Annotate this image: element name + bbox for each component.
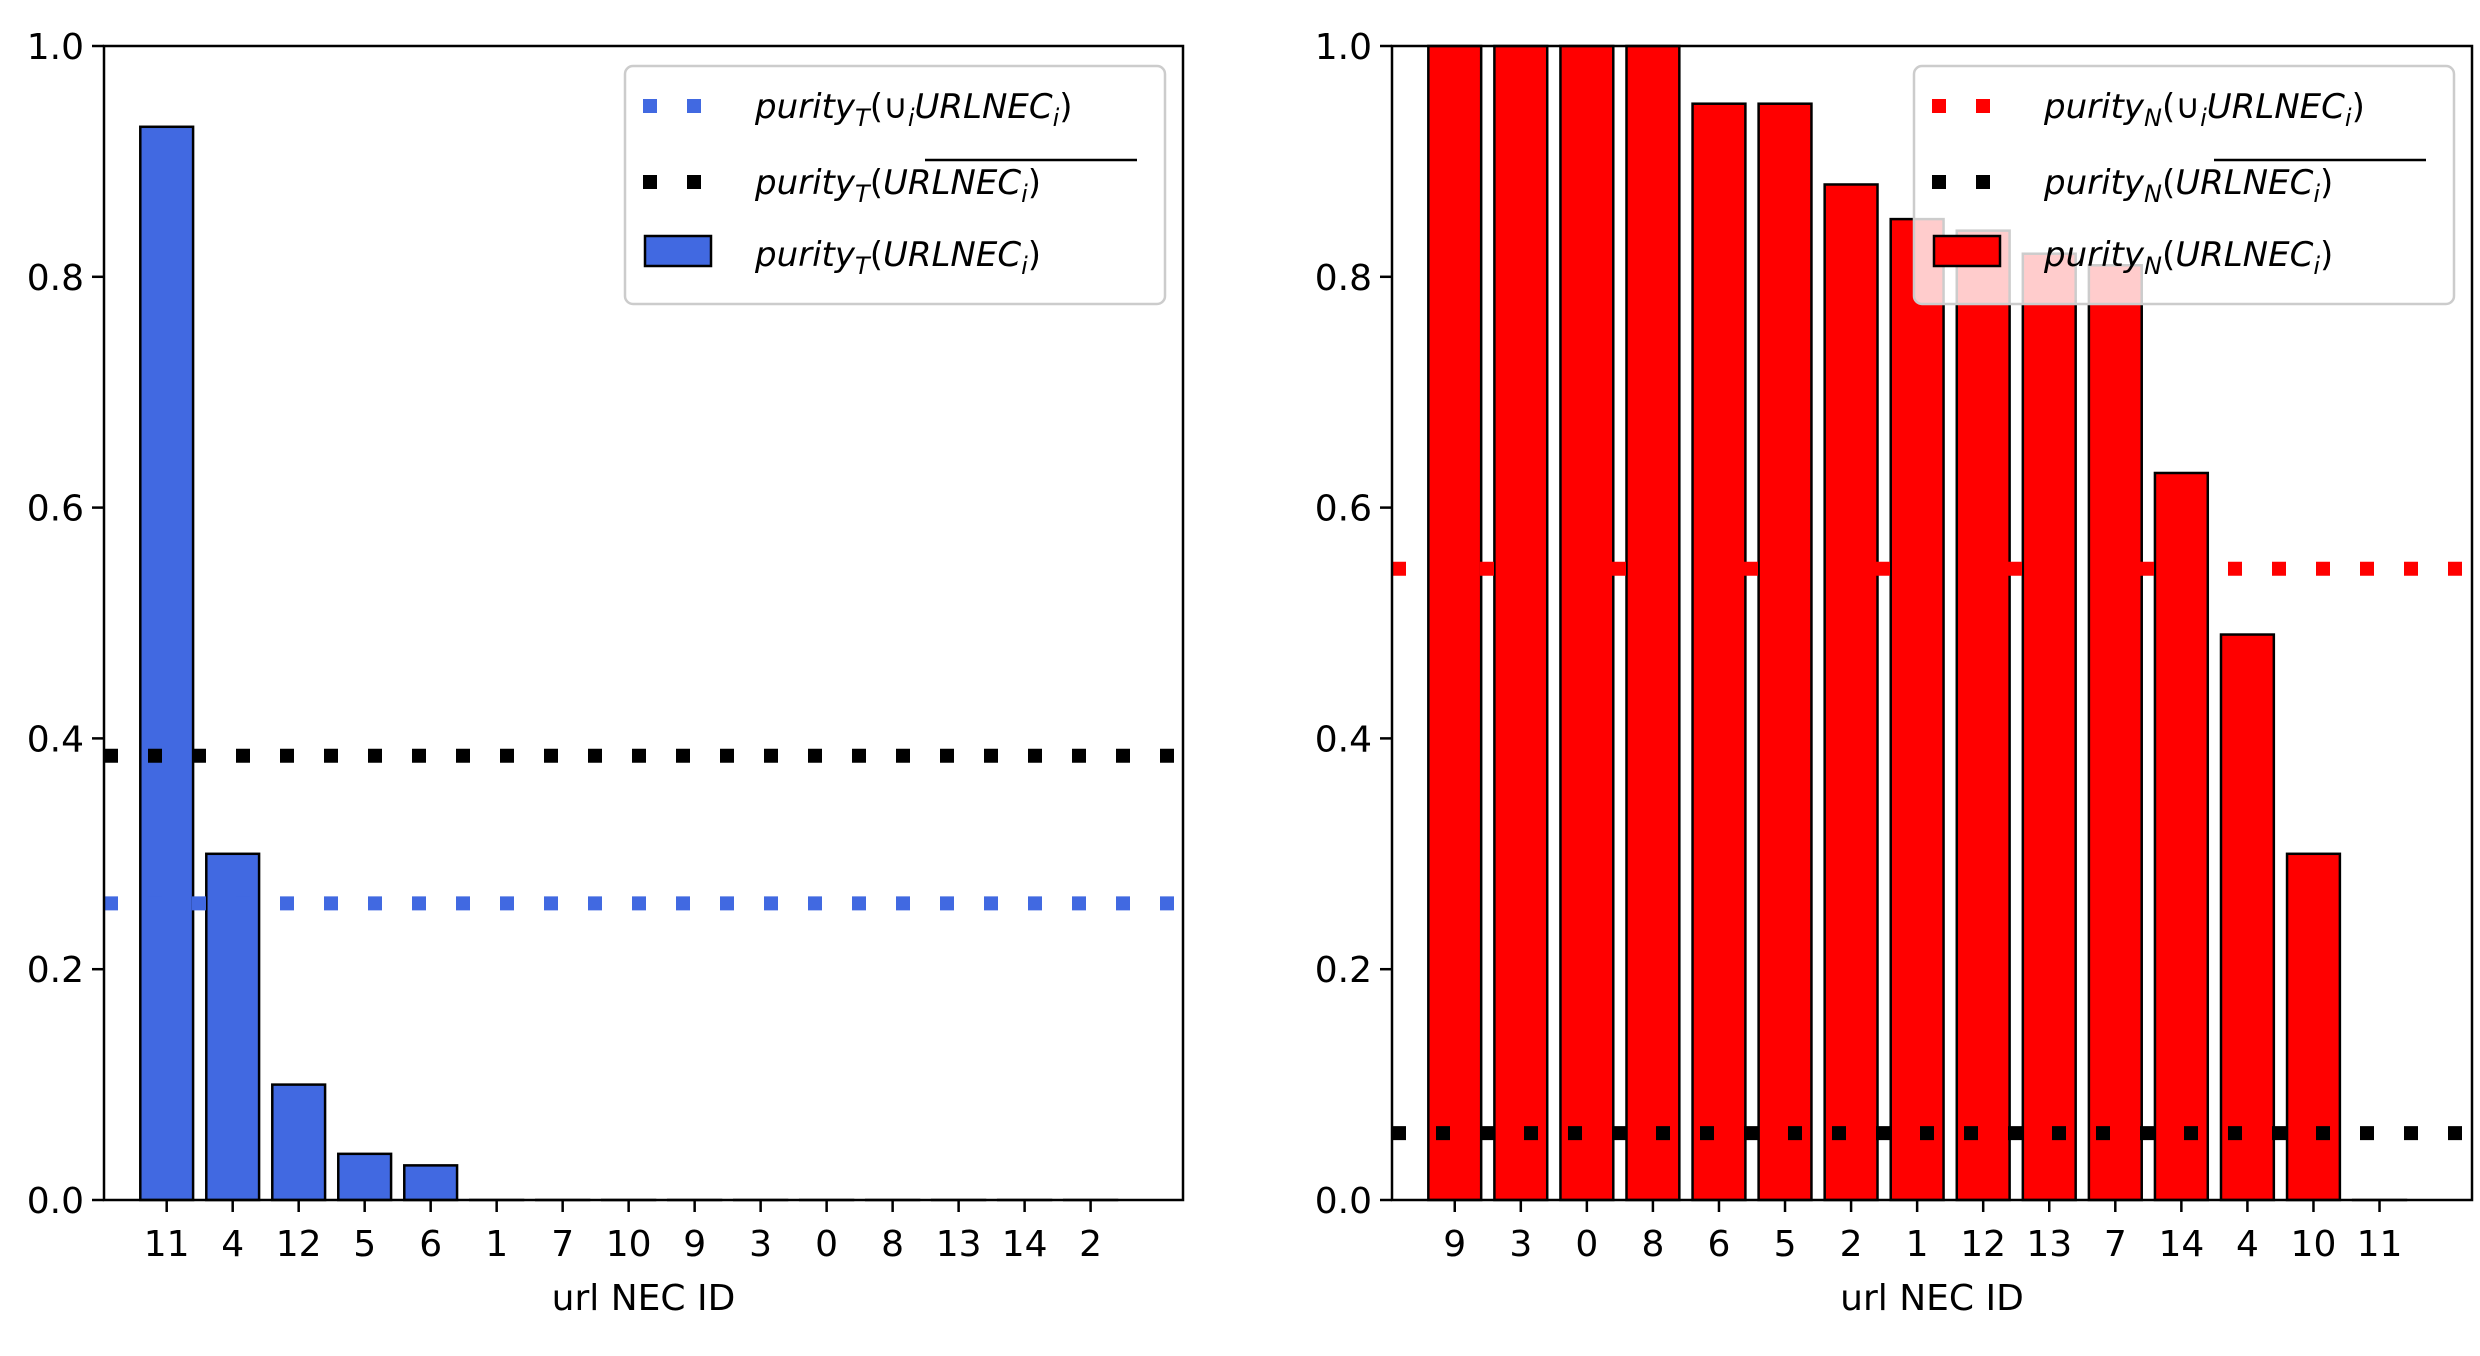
bar-6 [1691, 102, 1747, 1202]
x-tick-label: 14 [1002, 1224, 1048, 1265]
x-tick-label: 14 [2158, 1224, 2204, 1265]
y-tick-label: 1.0 [27, 27, 84, 68]
bar-5 [337, 1152, 393, 1202]
y-tick-label: 0.8 [1315, 258, 1372, 299]
y-tick-label: 0.2 [27, 950, 84, 991]
bar-6 [403, 1164, 459, 1202]
x-tick-label: 2 [1840, 1224, 1863, 1265]
bar-5 [1757, 102, 1813, 1202]
x-axis-label: url NEC ID [1840, 1278, 2024, 1319]
x-tick-label: 11 [144, 1224, 190, 1265]
x-tick-label: 3 [1509, 1224, 1532, 1265]
x-tick-label: 8 [1641, 1224, 1664, 1265]
x-tick-label: 0 [815, 1224, 838, 1265]
y-tick-label: 0.6 [1315, 489, 1372, 530]
legend-label: purityN(URLNECi) [2043, 235, 2333, 280]
y-tick-label: 0.4 [1315, 719, 1372, 760]
bar-11 [139, 125, 195, 1202]
bar-3 [1493, 44, 1549, 1202]
bar-4 [205, 852, 261, 1202]
legend-label: purityT(URLNECi) [754, 163, 1041, 208]
legend-label: purityT(∪iURLNECi) [754, 87, 1073, 132]
bar-1 [1889, 217, 1945, 1202]
x-tick-label: 5 [1774, 1224, 1797, 1265]
x-tick-label: 9 [683, 1224, 706, 1265]
legend-box [1912, 64, 2456, 306]
bar-4 [2219, 633, 2276, 1202]
bar-8 [1625, 44, 1681, 1202]
bar-12 [271, 1083, 327, 1202]
x-tick-label: 7 [2104, 1224, 2127, 1265]
y-tick-label: 0.8 [27, 258, 84, 299]
x-tick-label: 11 [2357, 1224, 2403, 1265]
y-tick-label: 0.0 [1315, 1181, 1372, 1222]
x-tick-label: 10 [606, 1224, 652, 1265]
y-tick-label: 0.4 [27, 719, 84, 760]
bar-7 [2087, 264, 2143, 1202]
x-tick-label: 1 [1906, 1224, 1929, 1265]
chart-right: 0.0 0.2 0.4 0.6 0.8 1.0 9 3 0 8 6 5 2 1 12 13 7 14 4 10 11 ur… [1315, 27, 2474, 1319]
bar-9 [1427, 44, 1483, 1202]
x-tick-label: 13 [936, 1224, 982, 1265]
x-tick-label: 0 [1575, 1224, 1598, 1265]
x-tick-label: 7 [551, 1224, 574, 1265]
chart-left: 0.0 0.2 0.4 0.6 0.8 1.0 11 4 12 5 6 1 7 10 9 3 0 8 13 14 2 ur… [27, 27, 1185, 1319]
plot-frame [102, 44, 1185, 1202]
bar-14 [2153, 471, 2210, 1202]
bar-13 [2021, 252, 2077, 1202]
bar-0 [1559, 44, 1615, 1202]
x-tick-label: 8 [881, 1224, 904, 1265]
bar-10 [2285, 852, 2342, 1202]
x-tick-label: 2 [1079, 1224, 1102, 1265]
x-tick-label: 13 [2026, 1224, 2072, 1265]
x-tick-label: 1 [485, 1224, 508, 1265]
x-tick-label: 10 [2291, 1224, 2337, 1265]
bar-2 [1823, 183, 1879, 1202]
y-tick-label: 0.2 [1315, 950, 1372, 991]
x-tick-label: 4 [221, 1224, 244, 1265]
x-tick-label: 6 [419, 1224, 442, 1265]
legend-label: purityT(URLNECi) [754, 235, 1041, 280]
legend: purityT(∪iURLNECi) purityT(URLNECi) purity… [623, 64, 1167, 306]
plot-frame [1390, 44, 2474, 1202]
x-tick-label: 5 [353, 1224, 376, 1265]
x-tick-label: 12 [276, 1224, 322, 1265]
x-tick-label: 9 [1443, 1224, 1466, 1265]
legend-label: purityN(URLNECi) [2043, 163, 2333, 208]
x-tick-label: 12 [1960, 1224, 2006, 1265]
legend-bar-swatch [1932, 234, 2002, 268]
x-tick-label: 4 [2236, 1224, 2259, 1265]
x-tick-label: 3 [749, 1224, 772, 1265]
legend: purityN(∪iURLNECi) purityN(URLNECi) purity… [1912, 64, 2456, 306]
bar-12 [1955, 229, 2011, 1202]
y-tick-label: 0.6 [27, 489, 84, 530]
x-tick-label: 6 [1708, 1224, 1731, 1265]
legend-bar-swatch [643, 234, 713, 268]
x-axis-label: url NEC ID [552, 1278, 736, 1319]
y-tick-label: 0.0 [27, 1181, 84, 1222]
legend-box [623, 64, 1167, 306]
y-tick-label: 1.0 [1315, 27, 1372, 68]
legend-label: purityN(∪iURLNECi) [2043, 87, 2365, 132]
